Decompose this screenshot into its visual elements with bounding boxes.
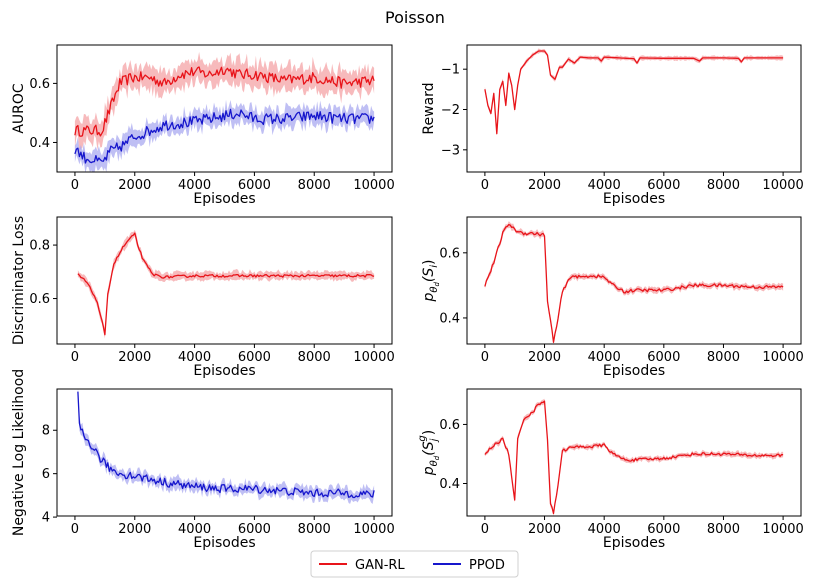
x-tick-label: 6000 (647, 522, 680, 537)
line-gan-rl (484, 400, 784, 515)
line-gan-rl (77, 232, 375, 336)
axes-frame (56, 216, 393, 345)
band-ppod (74, 99, 375, 172)
x-tick-label: 10000 (353, 522, 394, 537)
x-tick-label: 10000 (762, 522, 803, 537)
x-tick-label: 0 (481, 350, 489, 365)
legend-label-gan-rl: GAN-RL (355, 558, 405, 573)
x-axis-label: Episodes (603, 535, 665, 551)
y-tick-label: 4 (42, 511, 50, 526)
x-tick-label: 4000 (588, 350, 621, 365)
line-gan-rl (484, 223, 784, 343)
x-tick-label: 2000 (118, 350, 151, 365)
band-gan-rl (74, 51, 375, 152)
x-tick-label: 4000 (178, 350, 211, 365)
y-tick-label: −1 (441, 63, 460, 78)
x-tick-label: 0 (71, 178, 79, 193)
x-axis-label: Episodes (603, 363, 665, 379)
line-ppod (77, 391, 375, 499)
x-tick-label: 2000 (528, 350, 561, 365)
x-tick-label: 6000 (238, 350, 271, 365)
x-tick-label: 8000 (298, 522, 331, 537)
y-tick-label: 0.6 (439, 246, 460, 261)
x-tick-label: 6000 (238, 178, 271, 193)
x-tick-label: 6000 (647, 178, 680, 193)
axes-frame (56, 44, 393, 173)
x-tick-label: 10000 (762, 178, 803, 193)
x-tick-label: 6000 (647, 350, 680, 365)
y-tick-label: 0.6 (29, 292, 50, 307)
axes-frame (56, 388, 393, 517)
x-tick-label: 10000 (762, 350, 803, 365)
subplot-p-d-s-i: 0 2000 4000 6000 8000 10000 0.4 0.6 Episodes pθd(… (421, 216, 804, 379)
y-tick-label: 0.4 (439, 477, 460, 492)
x-tick-label: 2000 (118, 178, 151, 193)
x-axis-label: Episodes (193, 363, 255, 379)
x-tick-label: 0 (71, 350, 79, 365)
legend-label-ppod: PPOD (469, 558, 505, 573)
band-gan-rl (77, 229, 375, 339)
subplots: 0 2000 4000 6000 8000 100000.40.6EpisodesAURO… (11, 44, 804, 551)
subplot-discriminator-loss: 0 2000 4000 6000 8000 10000 0.6 0.8 Episodes Disc… (11, 216, 395, 379)
x-axis-label: Episodes (603, 191, 665, 207)
line-gan-rl (484, 50, 784, 135)
band-gan-rl (484, 48, 784, 136)
x-tick-label: 8000 (707, 178, 740, 193)
y-tick-label: 0.4 (439, 311, 460, 326)
x-axis-label: Episodes (193, 535, 255, 551)
line-gan-rl (74, 66, 375, 137)
x-tick-label: 6000 (238, 522, 271, 537)
x-tick-label: 2000 (528, 522, 561, 537)
x-tick-label: 0 (481, 522, 489, 537)
y-axis-label: Reward (421, 82, 437, 134)
band-gan-rl (484, 221, 784, 344)
x-tick-label: 4000 (178, 178, 211, 193)
x-tick-label: 2000 (528, 178, 561, 193)
band-ppod (77, 389, 375, 504)
band-gan-rl (484, 398, 784, 516)
x-tick-label: 0 (71, 522, 79, 537)
x-tick-label: 0 (481, 178, 489, 193)
axes-frame (466, 216, 802, 345)
subplot-negative-log-likelihood: 0 2000 4000 6000 8000 10000 4 6 8 Episodes Negativ… (11, 369, 395, 551)
y-axis-label: Negative Log Likelihood (11, 369, 27, 536)
x-tick-label: 8000 (298, 350, 331, 365)
axes-frame (466, 388, 802, 517)
y-axis-label: Discriminator Loss (11, 216, 27, 345)
x-tick-label: 8000 (707, 350, 740, 365)
y-tick-label: 0.4 (29, 136, 50, 151)
y-tick-label: 0.6 (439, 418, 460, 433)
x-tick-label: 2000 (118, 522, 151, 537)
x-tick-label: 4000 (588, 522, 621, 537)
x-tick-label: 10000 (353, 350, 394, 365)
legend: GAN-RL PPOD (310, 550, 519, 578)
subplot-p-d-s-j-g: 0 2000 4000 6000 8000 10000 0.4 0.6 Episodes pθd(… (417, 388, 804, 551)
x-tick-label: 8000 (298, 178, 331, 193)
y-tick-label: 0.8 (29, 239, 50, 254)
legend-frame (310, 550, 519, 578)
y-tick-label: 8 (42, 424, 50, 439)
y-axis-label: pθd(Si) (421, 259, 441, 302)
y-tick-label: −3 (441, 143, 460, 158)
figure-title: Poisson (385, 8, 445, 27)
x-tick-label: 4000 (178, 522, 211, 537)
subplot-auroc: 0 2000 4000 6000 8000 10000 0.4 0.6 Episodes AURO… (11, 44, 395, 207)
y-tick-label: 6 (42, 467, 50, 482)
x-axis-label: Episodes (193, 191, 255, 207)
x-tick-label: 10000 (353, 178, 394, 193)
x-tick-label: 8000 (707, 522, 740, 537)
y-tick-label: −2 (441, 103, 460, 118)
line-ppod (74, 108, 375, 164)
x-tick-label: 4000 (588, 178, 621, 193)
axes-frame (466, 44, 802, 173)
y-axis-label: AUROC (11, 83, 27, 134)
y-tick-label: 0.6 (29, 77, 50, 92)
y-axis-label: pθd(Sjg) (417, 430, 441, 476)
subplot-reward: 0 2000 4000 6000 8000 10000 −3 −2 −1 Episodes Rewa… (421, 44, 804, 207)
